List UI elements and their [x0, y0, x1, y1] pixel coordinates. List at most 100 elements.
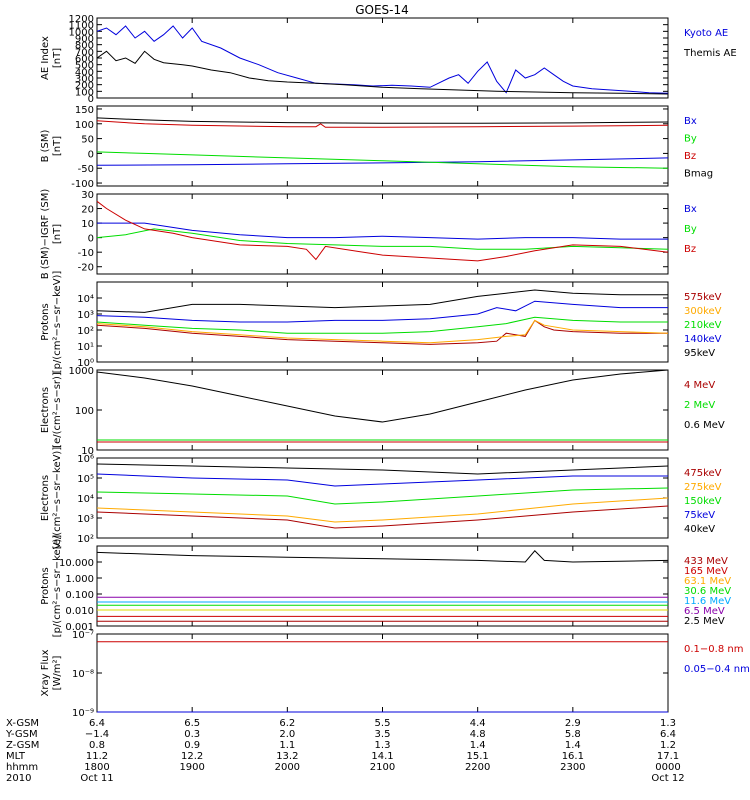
y-tick-label: 0.100 — [65, 590, 94, 601]
y-tick-label: 100 — [75, 87, 94, 98]
x-row-value: 2300 — [560, 762, 585, 773]
x-row-value: 1.2 — [660, 740, 676, 751]
series-210kev — [96, 316, 668, 334]
y-tick-label: 30 — [81, 190, 94, 201]
y-tick-label: 10² — [77, 534, 94, 545]
series-300kev — [96, 319, 669, 344]
x-row-value: 2.9 — [565, 718, 581, 729]
x-row-value: 4.4 — [470, 718, 486, 729]
y-tick-label: 10.000 — [59, 558, 94, 569]
y-axis-label: AE Index — [40, 36, 51, 80]
y-tick-label: -50 — [78, 164, 94, 175]
x-row-value: 1.4 — [470, 740, 486, 751]
panels: 0100200300400500600700800900100011001200… — [40, 14, 750, 719]
y-axis-label: Protons — [40, 303, 51, 340]
legend-entry: 0.1−0.8 nm — [684, 644, 743, 655]
x-row-value: 1900 — [179, 762, 204, 773]
legend-entry: Kyoto AE — [684, 28, 728, 39]
legend-entry: Bx — [684, 204, 697, 215]
x-row-value: −1.4 — [85, 729, 109, 740]
panel-ae: 0100200300400500600700800900100011001200… — [40, 14, 737, 105]
legend-entry: By — [684, 224, 697, 235]
legend-entry: 165 MeV — [684, 566, 728, 577]
series-150kev — [96, 487, 669, 505]
legend-entry: Bx — [684, 116, 697, 127]
legend-entry: 0.6 MeV — [684, 420, 725, 431]
x-row-label: hhmm — [6, 762, 38, 773]
legend-entry: 275keV — [684, 482, 722, 493]
panel-frame — [96, 545, 669, 627]
legend-entry: 433 MeV — [684, 556, 728, 567]
legend-entry: 475keV — [684, 468, 722, 479]
y-tick-label: 700 — [75, 47, 94, 58]
series-2-5-mev — [96, 550, 669, 563]
y-tick-label: 50 — [81, 135, 94, 146]
series-575kev — [96, 319, 668, 345]
x-row-value: Oct 11 — [80, 773, 113, 784]
y-tick-label: 400 — [75, 67, 94, 78]
x-row-value: 1.3 — [375, 740, 391, 751]
x-row-value: 0.9 — [184, 740, 200, 751]
legend-entry: 575keV — [684, 292, 722, 303]
y-tick-label: 1000 — [69, 27, 94, 38]
y-tick-label: -10 — [78, 248, 94, 259]
y-axis-label: Electrons — [40, 387, 51, 433]
y-tick-label: 10 — [81, 219, 94, 230]
series-95kev — [96, 289, 668, 313]
legend-entry: 4 MeV — [684, 380, 715, 391]
series-bx — [97, 222, 668, 240]
x-row-value: 16.1 — [562, 751, 584, 762]
y-axis-label: Xray Flux — [40, 649, 51, 696]
x-row-value: 2000 — [275, 762, 300, 773]
x-row-value: 13.2 — [276, 751, 298, 762]
panel-frame — [96, 369, 669, 451]
legend-entry: 210keV — [684, 320, 722, 331]
y-axis-label: Electrons — [40, 475, 51, 521]
series-140kev — [96, 300, 668, 323]
x-row-value: 12.2 — [181, 751, 203, 762]
y-tick-label: 0 — [88, 149, 94, 160]
y-axis-unit: [e/(cm²−s−sr−keV)] — [52, 447, 63, 550]
x-row-label: Y-GSM — [5, 729, 38, 740]
x-row-value: 1.4 — [565, 740, 581, 751]
x-row-label: X-GSM — [6, 718, 39, 729]
x-row-value: 3.5 — [375, 729, 391, 740]
legend-entry: Bz — [684, 244, 696, 255]
y-tick-label: -20 — [78, 263, 94, 274]
y-tick-label: 10⁻⁸ — [72, 669, 94, 680]
y-tick-label: 0.010 — [65, 606, 94, 617]
y-tick-label: 10³ — [77, 514, 94, 525]
y-tick-label: 800 — [75, 41, 94, 52]
x-row-value: 1.1 — [279, 740, 295, 751]
panel-xray: 10⁻⁹ 10⁻⁸ 10⁻⁷ Xray Flux [W/m²] 0.1−0.8 nm 0.0… — [40, 630, 750, 719]
y-tick-label: 10⁴ — [77, 294, 94, 305]
series-0-6-mev — [96, 369, 669, 423]
x-row-value: 0000 — [655, 762, 680, 773]
series-by — [96, 151, 669, 169]
legend-entry: 2.5 MeV — [684, 616, 725, 627]
x-row-value: 2.0 — [279, 729, 295, 740]
series-40kev — [96, 463, 669, 475]
y-tick-label: 0.001 — [65, 622, 94, 633]
y-tick-label: 300 — [75, 74, 94, 85]
series-bx — [96, 157, 669, 166]
series-75kev — [96, 473, 668, 487]
y-tick-label: 10² — [77, 326, 94, 337]
panel-electrons1: 10 100 1000 Electrons [e/(cm²−s−sr)] 4 MeV 2 M… — [40, 366, 725, 457]
panel-bsm: -100 -50 0 50 100 150 B (SM) [nT] Bx By Bz Bmag — [40, 105, 713, 190]
legend-entry: 150keV — [684, 496, 722, 507]
legend-entry: 95keV — [684, 348, 715, 359]
series-475kev — [96, 505, 669, 529]
panel-electrons2: 10² 10³ 10⁴ 10⁵ 10⁶ Electrons [e/(cm²−s−sr−keV… — [40, 447, 722, 550]
x-row-value: 6.5 — [184, 718, 200, 729]
legend-entry: 40keV — [684, 524, 715, 535]
x-row-label: Z-GSM — [6, 740, 39, 751]
x-row-value: 1800 — [84, 762, 109, 773]
y-tick-label: 900 — [75, 34, 94, 45]
y-axis-unit: [p/(cm²−s−sr−keV)] — [52, 535, 63, 638]
y-tick-label: 1200 — [69, 14, 94, 25]
legend-entry: 30.6 MeV — [684, 586, 731, 597]
y-axis-unit: [nT] — [52, 136, 63, 156]
series-themis-ae — [96, 50, 669, 95]
